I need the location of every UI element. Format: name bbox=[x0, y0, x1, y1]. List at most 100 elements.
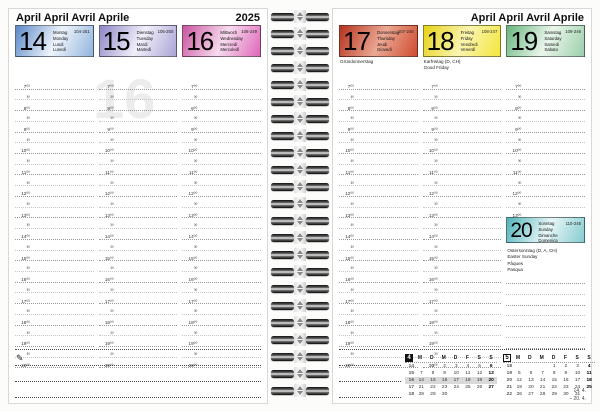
time-slot-row: 14⁰⁰ bbox=[15, 229, 94, 240]
holiday-text-20: Ostersonntag (D, A, CH) Easter Sunday Pâqu… bbox=[506, 248, 557, 274]
ring-clip bbox=[294, 44, 306, 57]
time-label: ³⁰ bbox=[193, 244, 198, 250]
weekday-names: Donnerstag Thursday Jeudi Giovedì bbox=[377, 30, 399, 53]
spiral-ring bbox=[268, 10, 332, 23]
time-slot-row: ³⁰ bbox=[15, 111, 94, 122]
time-slot-row: ³⁰ bbox=[15, 197, 94, 208]
time-label: 12⁰⁰ bbox=[21, 191, 30, 197]
calendar-day: 20 bbox=[528, 385, 534, 390]
ring-wire-right bbox=[306, 369, 329, 378]
time-label: 19⁰⁰ bbox=[104, 341, 114, 347]
day-slot-14: 14 Montag Monday Lundi Lunedì 104-251 bbox=[15, 25, 94, 57]
holiday-label: Gründonnerstag bbox=[340, 59, 374, 64]
ring-wire-right bbox=[306, 63, 329, 72]
weekday-label: Venerdì bbox=[460, 47, 476, 53]
ring-clip bbox=[294, 248, 306, 261]
time-label: 16⁰⁰ bbox=[104, 277, 114, 283]
weekday-label: Wednesday bbox=[220, 35, 243, 41]
time-slot-row: 8⁰⁰ bbox=[98, 100, 178, 112]
time-label: ³⁰ bbox=[517, 137, 522, 143]
calendar-day: 22 bbox=[430, 385, 436, 390]
weekday-header: F bbox=[563, 354, 567, 361]
time-slot-row: 8⁰⁰ bbox=[506, 100, 586, 112]
calendar-week-row: 19 5 6 7 8 9 10 11 bbox=[503, 370, 595, 377]
ring-clip bbox=[294, 214, 306, 227]
weekday-label: Giovedì bbox=[377, 47, 392, 53]
time-slot-row: ³⁰ bbox=[98, 326, 178, 337]
time-slot-row: 12⁰⁰ bbox=[98, 186, 178, 197]
day-slot-15: 15 Dienstag Tuesday Mardi Martedì 105-250 bbox=[98, 25, 178, 57]
ring-wire-right bbox=[306, 131, 329, 140]
time-label: 8⁰⁰ bbox=[107, 105, 114, 111]
day-cell-19: 19 Samstag Saturday Samedi Sabato 109-246 bbox=[506, 25, 586, 57]
calendar-day: 6 bbox=[529, 371, 533, 376]
ring-wire-left bbox=[271, 148, 294, 157]
time-slot-row: 17⁰⁰ bbox=[182, 293, 262, 305]
week-number: 18 bbox=[408, 392, 414, 397]
triangle-down-icon bbox=[297, 289, 303, 293]
time-slot-row: 7⁰⁰ bbox=[98, 79, 178, 90]
time-label: ³⁰ bbox=[193, 309, 198, 315]
time-label: ³⁰ bbox=[193, 330, 198, 336]
calendar-day: 17 bbox=[574, 378, 581, 383]
time-label: 16⁰⁰ bbox=[428, 277, 438, 283]
time-slot-row: ³⁰ bbox=[339, 197, 418, 208]
time-label: 9⁰⁰ bbox=[431, 127, 438, 132]
triangle-down-icon bbox=[297, 102, 303, 106]
ring-wire-left bbox=[271, 80, 294, 89]
time-slot-row: 8⁰⁰ bbox=[422, 100, 502, 112]
time-label: 18⁰⁰ bbox=[345, 319, 354, 325]
time-slot-row: ³⁰ bbox=[15, 133, 94, 144]
weekday-label: Sunday bbox=[538, 226, 553, 232]
weekday-label: Lunedì bbox=[53, 47, 67, 53]
triangle-down-icon bbox=[297, 357, 303, 361]
time-label: 11⁰⁰ bbox=[188, 169, 198, 175]
notes-line bbox=[339, 334, 585, 350]
day-cell-18: 18 Freitag Friday Vendredi Venerdì 108-247 bbox=[422, 25, 502, 57]
holiday-label: Pâques bbox=[507, 260, 523, 266]
time-label: ³⁰ bbox=[193, 287, 198, 293]
time-slot-row: 11⁰⁰ bbox=[98, 165, 178, 176]
time-slot-row: ³⁰ bbox=[182, 326, 262, 337]
time-label: 8⁰⁰ bbox=[431, 105, 438, 111]
time-label: ³⁰ bbox=[350, 159, 354, 165]
time-slot-row: 19⁰⁰ bbox=[15, 336, 94, 347]
time-slot-row: 15⁰⁰ bbox=[15, 251, 94, 262]
time-slot-row bbox=[506, 316, 586, 328]
week-number-watermark: 16 bbox=[93, 67, 156, 130]
time-label: 17⁰⁰ bbox=[104, 298, 114, 304]
ring-wire-left bbox=[271, 182, 294, 191]
time-label: ³⁰ bbox=[26, 94, 30, 100]
time-slot-row: 15⁰⁰ bbox=[98, 251, 178, 262]
ring-wire-left bbox=[271, 301, 294, 310]
date-range-line-2: – 20. 4. bbox=[569, 395, 586, 402]
weekday-names: Mittwoch Wednesday Mercredi Mercoledì bbox=[220, 30, 243, 53]
calendar-day: 26 bbox=[516, 392, 522, 397]
ring-clip bbox=[294, 316, 306, 329]
time-label: 13⁰⁰ bbox=[104, 212, 114, 218]
time-label: 7⁰⁰ bbox=[107, 84, 114, 90]
time-slot-row: 11⁰⁰ bbox=[506, 165, 586, 176]
time-slot-row: ³⁰ bbox=[98, 261, 178, 272]
time-label: ³⁰ bbox=[26, 287, 30, 293]
weekday-label: Domenica bbox=[538, 238, 558, 244]
time-label: ³⁰ bbox=[193, 352, 198, 358]
time-slot-row: ³⁰ bbox=[339, 326, 418, 337]
time-slot-row: 9⁰⁰ bbox=[339, 122, 418, 133]
time-slot-row: 13⁰⁰ bbox=[339, 208, 418, 219]
day-of-year-code: 110-245 bbox=[565, 221, 582, 226]
left-page: April April Avril Aprile 2025 16 14 Monta… bbox=[8, 8, 268, 404]
triangle-down-icon bbox=[297, 272, 303, 276]
time-label: 10⁰⁰ bbox=[512, 148, 522, 154]
triangle-down-icon bbox=[297, 323, 303, 327]
ring-clip bbox=[294, 10, 306, 23]
day-of-year-code: 104-251 bbox=[73, 29, 90, 34]
time-slot-row: 18⁰⁰ bbox=[422, 315, 502, 326]
time-label: ³⁰ bbox=[350, 330, 354, 336]
time-slot-row: ³⁰ bbox=[506, 133, 586, 144]
ring-clip bbox=[294, 367, 306, 380]
day-of-year-code: 108-247 bbox=[481, 29, 498, 34]
time-label: ³⁰ bbox=[193, 137, 198, 143]
spiral-ring bbox=[268, 214, 332, 227]
